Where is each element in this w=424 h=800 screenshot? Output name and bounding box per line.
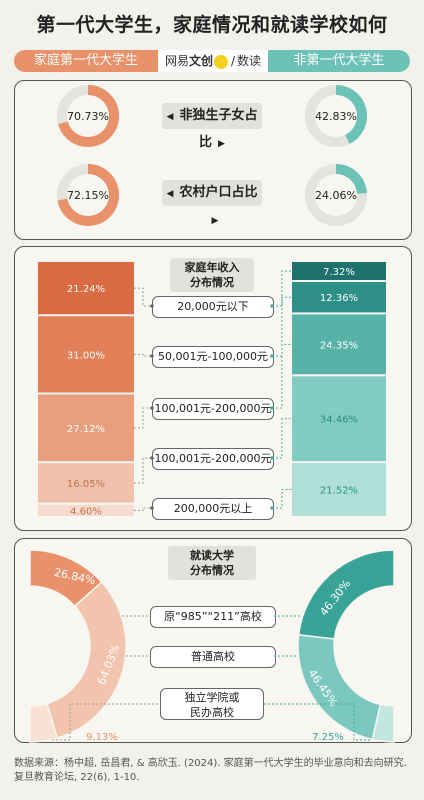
income-label-first-3: 16.05%	[67, 479, 105, 490]
school-label-non-2: 7.25%	[312, 732, 344, 743]
income-connector-first-2	[134, 407, 152, 429]
page-title: 第一代大学生，家庭情况和就读学校如何	[36, 14, 388, 36]
brand-text-a: 网易	[164, 54, 189, 68]
school-sector-non-2	[371, 703, 395, 743]
income-dot-non-3	[270, 456, 274, 460]
income-connector-non-3	[272, 418, 292, 459]
brand-text-b: 文创	[188, 54, 213, 68]
donut-arc-1	[335, 85, 367, 144]
source-note: 数据来源：杨中超, 岳昌君, & 高欣玉. (2024). 家庭第一代大学生的毕…	[14, 758, 407, 783]
income-connector-non-2	[272, 343, 292, 409]
title-line1: 就读大学	[190, 549, 234, 562]
school-sector-non-1	[297, 634, 382, 741]
income-dot-non-1	[270, 354, 274, 358]
school-connector-non-2	[264, 703, 372, 741]
income-dot-first-3	[150, 456, 154, 460]
income-dot-first-2	[150, 406, 154, 410]
donut-arc-0	[58, 85, 119, 147]
income-label-non-1: 12.36%	[320, 293, 358, 304]
income-label-first-2: 27.12%	[67, 424, 105, 435]
school-category-2-line2: 民办高校	[190, 706, 234, 719]
label-rural-hukou-text: 农村户口占比	[179, 185, 258, 200]
income-connector-non-1	[272, 296, 292, 357]
legend-non-first-gen: 非第一代大学生	[268, 50, 410, 72]
income-dot-non-0	[270, 304, 274, 308]
income-label-non-0: 7.32%	[323, 267, 355, 278]
income-connector-first-0	[134, 287, 152, 307]
income-label-non-3: 34.46%	[320, 415, 358, 426]
school-label-first-2: 9.13%	[86, 732, 118, 743]
income-connector-non-0	[272, 270, 292, 307]
school-sector-non-0	[297, 549, 395, 640]
income-label-non-4: 21.52%	[320, 486, 358, 497]
label-non-only-child: ◀ 非独生子女占比 ▶	[162, 103, 262, 150]
school-sector-first-1	[46, 581, 127, 740]
school-sector-first-2	[29, 702, 59, 743]
school-connector-first-2	[52, 703, 160, 741]
donut-label-0: 70.73%	[67, 110, 109, 123]
income-label-non-2: 24.35%	[320, 340, 358, 351]
title-line1: 家庭年收入	[184, 261, 240, 274]
donut-label-3: 24.06%	[315, 189, 357, 202]
income-bar-non-4	[292, 463, 386, 516]
label-rural-hukou: ◀ 农村户口占比▶	[162, 180, 262, 226]
brand-logo: 网易文创 / 数读	[158, 50, 268, 72]
income-category-3: 100,001元-200,000元	[152, 448, 274, 470]
income-connector-first-3	[134, 457, 152, 484]
income-category-1: 50,001元-100,000元	[152, 346, 274, 368]
brand-text-c: 数读	[237, 54, 262, 68]
income-bar-first-2	[38, 394, 134, 462]
income-bar-first-1	[38, 316, 134, 393]
income-dot-first-0	[150, 304, 154, 308]
income-bar-first-4	[38, 504, 134, 516]
title-line2: 分布情况	[190, 276, 234, 289]
income-dot-non-4	[270, 506, 274, 510]
income-connector-first-1	[134, 353, 152, 357]
donut-label-2: 72.15%	[67, 189, 109, 202]
income-dot-first-1	[150, 354, 154, 358]
income-bar-non-2	[292, 314, 386, 375]
income-bar-first-3	[38, 463, 134, 503]
income-connector-non-4	[272, 489, 292, 509]
income-category-0: 20,000元以下	[152, 296, 274, 318]
title-line2: 分布情况	[190, 564, 234, 577]
income-bar-non-1	[292, 282, 386, 313]
income-label-first-1: 31.00%	[67, 350, 105, 361]
label-school-title: 就读大学 分布情况	[168, 546, 256, 580]
income-label-first-4: 4.60%	[70, 506, 102, 517]
income-bar-non-3	[292, 376, 386, 462]
school-category-2-line1: 独立学院或	[184, 691, 240, 704]
income-bar-non-0	[292, 262, 386, 281]
income-connector-first-4	[134, 507, 152, 511]
income-label-first-0: 21.24%	[67, 284, 105, 295]
donut-arc-2	[57, 164, 119, 226]
school-category-0: 原“985”“211”高校	[150, 606, 276, 628]
donut-arc-3	[335, 164, 367, 195]
donut-label-1: 42.83%	[315, 110, 357, 123]
label-non-only-child-text: 非独生子女占比	[179, 108, 258, 150]
legend-first-gen: 家庭第一代大学生	[14, 50, 158, 72]
income-bar-first-0	[38, 262, 134, 315]
brand-dot-icon	[213, 54, 228, 69]
income-dot-first-4	[150, 506, 154, 510]
school-category-2: 独立学院或 民办高校	[160, 688, 264, 720]
income-dot-non-2	[270, 406, 274, 410]
school-category-1: 普通高校	[150, 646, 276, 668]
income-category-2: 100,001元-200,000元	[152, 398, 274, 420]
label-income-title: 家庭年收入 分布情况	[170, 258, 254, 292]
